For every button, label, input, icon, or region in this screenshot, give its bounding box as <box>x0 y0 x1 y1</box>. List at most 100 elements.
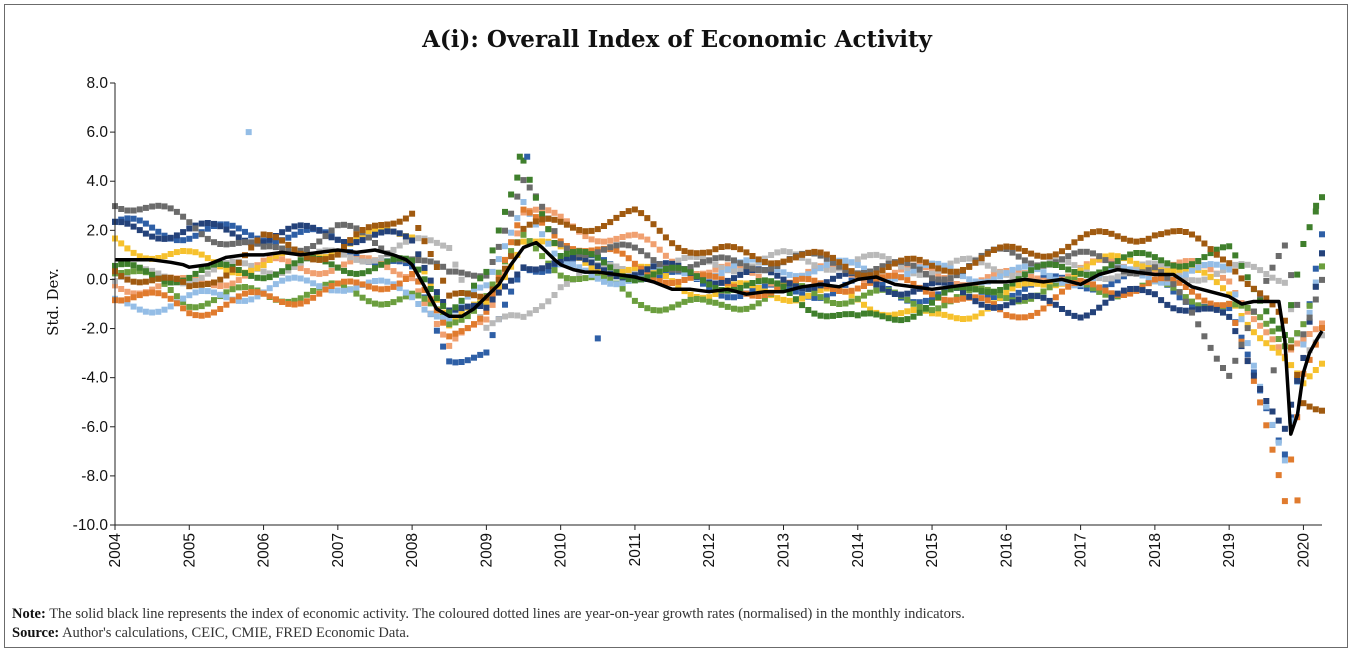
indicator-point <box>334 222 341 229</box>
indicator-point <box>1108 265 1115 272</box>
indicator-point <box>495 276 502 283</box>
indicator-point <box>1071 312 1078 319</box>
indicator-point <box>687 253 694 260</box>
source-line: Source: Author's calculations, CEIC, CMI… <box>12 624 965 643</box>
y-axis-label: Std. Dev. <box>44 268 62 336</box>
x-tick-label: 2010 <box>553 533 570 568</box>
indicator-point <box>1312 367 1319 373</box>
indicator-point <box>848 292 855 299</box>
indicator-point <box>173 232 180 239</box>
indicator-point <box>1176 289 1183 296</box>
indicator-point <box>891 272 898 279</box>
indicator-point <box>1059 288 1065 295</box>
indicator-outlier-point <box>1313 202 1320 209</box>
indicator-point <box>774 280 781 287</box>
indicator-point <box>619 241 626 248</box>
indicator-point <box>1257 314 1264 321</box>
indicator-point <box>576 254 583 261</box>
indicator-dots-layer <box>112 129 1325 505</box>
indicator-point <box>904 260 911 267</box>
indicator-point <box>1096 284 1103 291</box>
indicator-point <box>1176 263 1183 270</box>
indicator-point <box>830 263 836 270</box>
indicator-point <box>297 222 304 229</box>
indicator-point <box>1238 313 1245 319</box>
indicator-point <box>520 313 527 320</box>
indicator-point <box>1120 292 1127 298</box>
indicator-point <box>310 256 317 263</box>
indicator-point <box>291 246 298 253</box>
indicator-point <box>285 258 292 265</box>
indicator-point <box>161 232 168 239</box>
indicator-point <box>1263 403 1270 410</box>
indicator-point <box>941 267 948 274</box>
indicator-point <box>508 191 515 198</box>
indicator-point <box>359 281 366 288</box>
indicator-point <box>823 251 830 258</box>
indicator-point <box>972 259 979 266</box>
indicator-point <box>359 237 366 244</box>
indicator-point <box>1238 316 1245 323</box>
indicator-point <box>947 297 954 304</box>
indicator-point <box>471 302 477 309</box>
indicator-point <box>1170 284 1177 291</box>
indicator-point <box>656 268 663 275</box>
indicator-point <box>142 204 149 211</box>
indicator-point <box>161 292 168 299</box>
indicator-point <box>477 284 484 291</box>
indicator-point <box>260 275 267 282</box>
indicator-point <box>1133 260 1140 267</box>
indicator-point <box>984 304 991 310</box>
indicator-point <box>1170 228 1177 235</box>
indicator-point <box>1145 251 1152 258</box>
indicator-point <box>551 216 558 223</box>
indicator-point <box>638 210 645 217</box>
indicator-point <box>1220 256 1226 263</box>
indicator-point <box>755 300 762 307</box>
indicator-point <box>786 297 793 304</box>
indicator-point <box>130 290 137 297</box>
indicator-point <box>514 271 521 278</box>
indicator-point <box>223 266 230 273</box>
indicator-point <box>155 275 162 282</box>
indicator-outlier-point <box>245 129 252 136</box>
indicator-point <box>662 234 669 241</box>
indicator-point <box>365 228 372 235</box>
indicator-point <box>1158 257 1165 264</box>
indicator-point <box>675 301 682 308</box>
indicator-point <box>124 220 131 227</box>
indicator-point <box>409 271 416 277</box>
indicator-point <box>861 301 867 308</box>
indicator-point <box>997 269 1004 276</box>
indicator-point <box>1306 331 1313 337</box>
indicator-point <box>1195 264 1202 271</box>
indicator-point <box>774 249 781 256</box>
indicator-point <box>1046 272 1053 279</box>
indicator-point <box>372 278 378 284</box>
note-label: Note: <box>12 606 46 622</box>
indicator-point <box>285 247 292 254</box>
indicator-point <box>638 302 645 308</box>
indicator-point <box>774 295 781 302</box>
indicator-point <box>1176 279 1183 286</box>
indicator-point <box>328 283 335 289</box>
indicator-point <box>768 252 775 258</box>
indicator-point <box>1096 228 1103 235</box>
indicator-point <box>737 306 744 313</box>
indicator-point <box>1250 372 1257 379</box>
indicator-point <box>390 283 397 290</box>
indicator-point <box>186 235 193 242</box>
indicator-point <box>1108 275 1115 282</box>
indicator-point <box>619 234 626 240</box>
indicator-point <box>1232 291 1239 298</box>
indicator-point <box>966 276 973 283</box>
indicator-point <box>502 227 508 234</box>
indicator-point <box>823 266 830 273</box>
indicator-point <box>297 257 304 264</box>
indicator-point <box>1040 281 1047 288</box>
indicator-point <box>1133 238 1140 245</box>
indicator-point <box>885 260 892 267</box>
indicator-point <box>328 234 335 241</box>
indicator-point <box>990 276 997 283</box>
indicator-point <box>223 272 230 279</box>
